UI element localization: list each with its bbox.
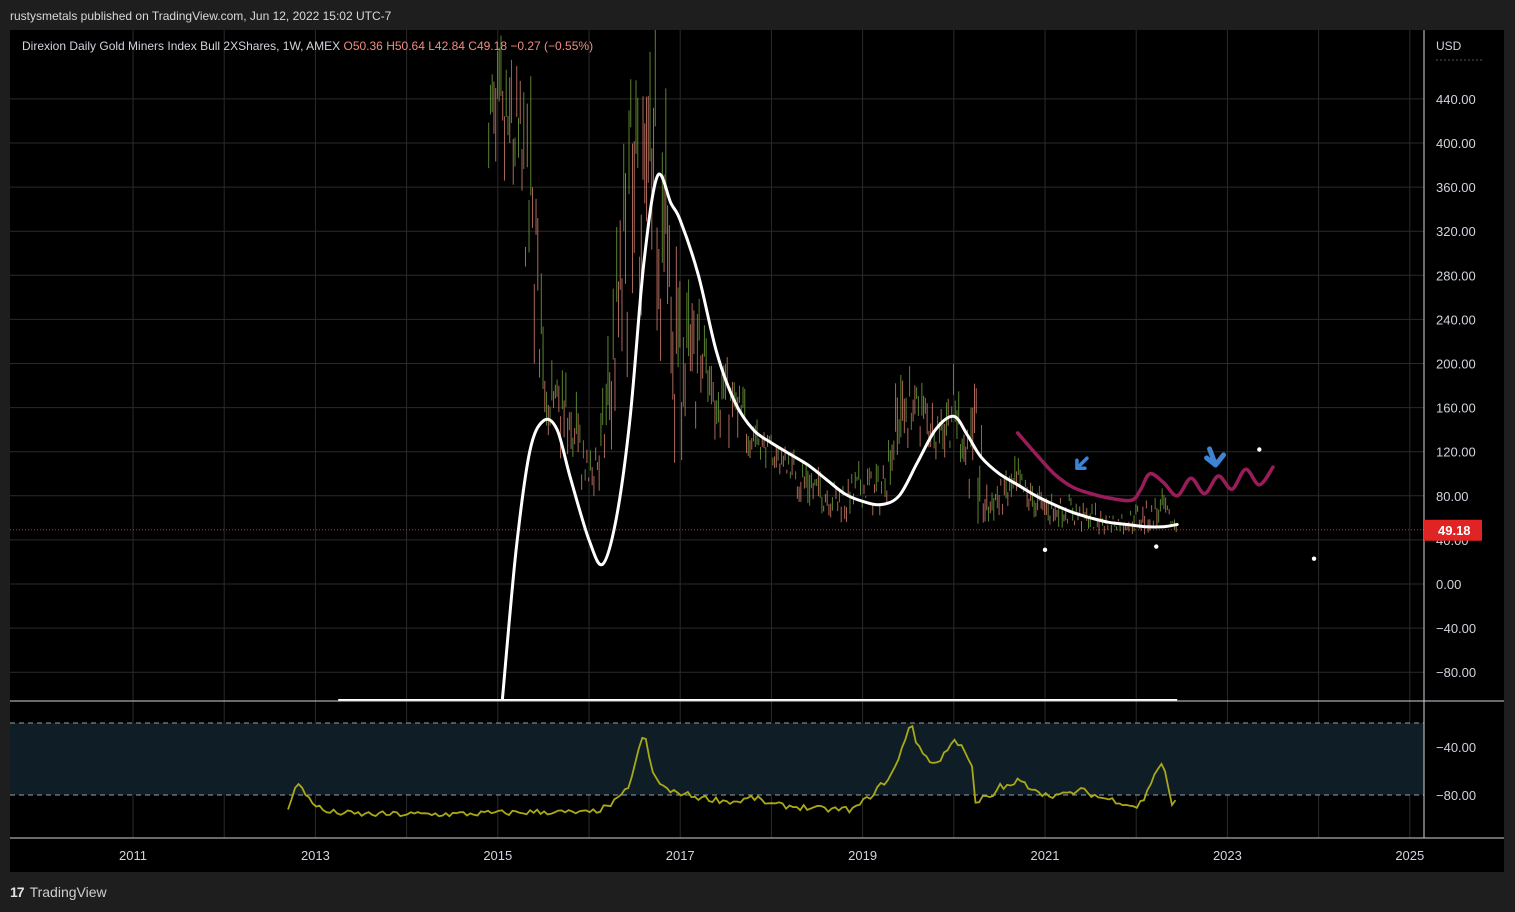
published-line: rustysmetals published on TradingView.co… bbox=[10, 9, 392, 23]
arrow-head bbox=[1075, 458, 1087, 470]
x-tick-label: 2021 bbox=[1031, 848, 1060, 863]
y-tick-label: 280.00 bbox=[1436, 268, 1476, 283]
x-tick-label: 2015 bbox=[483, 848, 512, 863]
low-value: L42.84 bbox=[428, 39, 465, 53]
last-price-label: 49.18 bbox=[1438, 523, 1471, 538]
arrow-head bbox=[1204, 452, 1227, 468]
main-grid bbox=[10, 30, 1482, 838]
y-tick-label: 440.00 bbox=[1436, 92, 1476, 107]
dot-marker bbox=[1042, 547, 1048, 553]
footer-bar bbox=[0, 872, 1515, 912]
high-value: H50.64 bbox=[386, 39, 425, 53]
open-value: O50.36 bbox=[343, 39, 383, 53]
dot-marker bbox=[1154, 544, 1159, 549]
tradingview-brand: TradingView bbox=[29, 884, 107, 900]
x-tick-label: 2017 bbox=[666, 848, 695, 863]
tradingview-logo-icon: 17 bbox=[10, 884, 25, 900]
trend-curve bbox=[500, 172, 1179, 702]
y-tick-label: 360.00 bbox=[1436, 180, 1476, 195]
oscillator-y-tick-label: −40.00 bbox=[1436, 740, 1476, 755]
y-tick-label: 80.00 bbox=[1436, 489, 1469, 504]
y-tick-label: 160.00 bbox=[1436, 401, 1476, 416]
oscillator-y-tick-label: −80.00 bbox=[1436, 788, 1476, 803]
last-price-tag: 49.18 bbox=[1424, 519, 1482, 541]
arrow-annotation bbox=[1075, 456, 1089, 470]
oscillator-band bbox=[10, 723, 1424, 795]
x-tick-label: 2013 bbox=[301, 848, 330, 863]
x-tick-label: 2011 bbox=[119, 848, 147, 863]
y-tick-label: 400.00 bbox=[1436, 136, 1476, 151]
symbol-line: Direxion Daily Gold Miners Index Bull 2X… bbox=[22, 39, 341, 53]
y-tick-label: 320.00 bbox=[1436, 224, 1476, 239]
y-tick-label: 120.00 bbox=[1436, 445, 1476, 460]
x-tick-label: 2019 bbox=[848, 848, 877, 863]
dot-marker bbox=[1311, 556, 1317, 561]
publish-header: rustysmetals published on TradingView.co… bbox=[0, 0, 1515, 30]
annotations bbox=[1042, 446, 1317, 561]
axes: −80.00−40.000.0040.0080.00120.00160.0020… bbox=[10, 30, 1504, 863]
oscillator-line bbox=[287, 724, 1177, 818]
y-tick-label: 0.00 bbox=[1436, 577, 1461, 592]
y-tick-label: 240.00 bbox=[1436, 312, 1476, 327]
y-tick-label: −80.00 bbox=[1436, 665, 1476, 680]
x-tick-label: 2023 bbox=[1213, 848, 1242, 863]
symbol-legend: Direxion Daily Gold Miners Index Bull 2X… bbox=[22, 39, 593, 53]
close-value: C49.18 bbox=[468, 39, 507, 53]
oscillator-panel bbox=[10, 699, 1424, 818]
x-tick-label: 2025 bbox=[1395, 848, 1424, 863]
change-value: −0.27 (−0.55%) bbox=[510, 39, 594, 53]
dot-marker bbox=[1257, 447, 1262, 452]
y-tick-label: −40.00 bbox=[1436, 621, 1476, 636]
projection-curve bbox=[1015, 431, 1275, 503]
y-tick-label: 200.00 bbox=[1436, 357, 1476, 372]
overlays bbox=[500, 172, 1275, 702]
currency-label: USD bbox=[1436, 39, 1462, 53]
arrow-annotation bbox=[1204, 446, 1227, 468]
candles bbox=[488, 30, 1177, 535]
tradingview-logo[interactable]: 17 TradingView bbox=[10, 884, 107, 900]
